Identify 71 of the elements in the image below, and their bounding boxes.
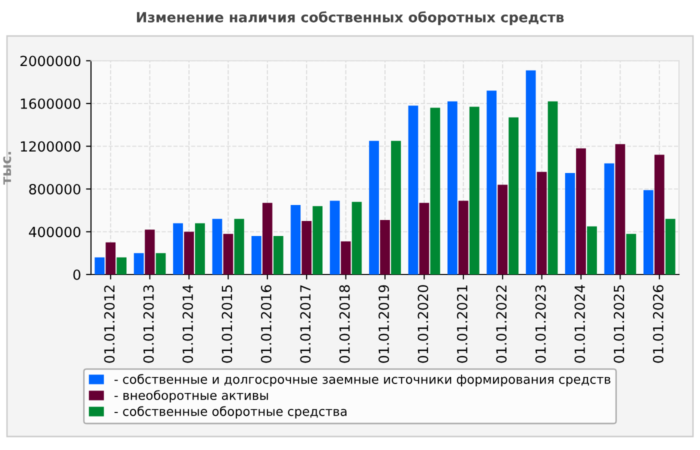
bar <box>195 223 205 274</box>
x-tick-label: 01.01.2013 <box>143 285 154 363</box>
bar <box>94 257 105 274</box>
bar <box>615 144 626 274</box>
bar <box>330 200 340 274</box>
bar <box>665 218 676 274</box>
x-tick-label: 01.01.2022 <box>496 286 507 363</box>
bar <box>587 226 597 274</box>
bar <box>234 218 244 274</box>
x-tick-label: 01.01.2017 <box>300 285 311 363</box>
bar <box>526 70 536 274</box>
bar <box>173 223 183 274</box>
x-tick-label: 01.01.2018 <box>339 285 350 363</box>
y-tick-label: 400000 <box>28 226 80 238</box>
bar <box>251 236 262 274</box>
bar <box>643 190 654 274</box>
bar <box>369 140 379 274</box>
x-tick-label: 01.01.2026 <box>652 285 664 363</box>
x-tick-label: 01.01.2014 <box>182 285 194 363</box>
bar <box>312 206 323 274</box>
bar <box>548 101 558 274</box>
bar <box>352 202 362 274</box>
bar <box>144 230 155 274</box>
bar <box>340 241 351 274</box>
bar <box>106 242 116 274</box>
bar <box>508 117 519 274</box>
y-tick-label: 800000 <box>29 184 80 194</box>
bar <box>408 106 418 274</box>
bar <box>498 184 508 274</box>
x-tick-label: 01.01.2012 <box>104 286 115 363</box>
x-tick-label: 01.01.2016 <box>260 285 272 363</box>
bar <box>212 218 222 274</box>
bar <box>447 101 458 274</box>
x-tick-label: 01.01.2023 <box>535 285 546 363</box>
bar <box>134 253 144 274</box>
bar <box>184 232 194 274</box>
bar <box>262 202 272 274</box>
legend-label: - собственные и долгосрочные заемные источники формирования средств <box>114 374 610 386</box>
bar <box>290 205 301 274</box>
chart-title: Изменение наличия собственных оборотных средств <box>136 11 564 26</box>
bar <box>419 202 430 274</box>
bar <box>626 234 636 274</box>
bar <box>486 90 497 274</box>
bar <box>604 163 614 274</box>
y-tick-label: 1200000 <box>20 141 80 152</box>
bar <box>391 140 401 274</box>
bar <box>156 253 166 274</box>
bar <box>654 154 664 274</box>
y-tick-label: 1600000 <box>20 98 80 109</box>
bar <box>302 221 312 274</box>
y-tick-label: 0 <box>73 269 80 280</box>
bar <box>116 257 127 274</box>
legend-label: - собственные оборотные средства <box>114 406 346 418</box>
bar <box>536 172 547 274</box>
x-tick-label: 01.01.2019 <box>378 285 390 363</box>
legend-label: - внеоборотные активы <box>114 390 268 402</box>
bar <box>565 172 575 274</box>
x-tick-label: 01.01.2025 <box>614 285 624 363</box>
x-tick-label: 01.01.2021 <box>456 286 468 363</box>
x-tick-label: 01.01.2015 <box>222 285 232 363</box>
bar <box>380 220 390 274</box>
y-tick-label: 2000000 <box>20 56 80 66</box>
bar <box>469 106 480 274</box>
bar <box>223 234 234 274</box>
bar <box>273 236 284 274</box>
bar <box>576 148 586 274</box>
y-axis-title: тыс. <box>3 152 12 185</box>
bar <box>458 200 468 274</box>
x-tick-label: 01.01.2020 <box>418 285 428 363</box>
x-tick-label: 01.01.2024 <box>574 285 586 363</box>
bar <box>430 108 440 274</box>
